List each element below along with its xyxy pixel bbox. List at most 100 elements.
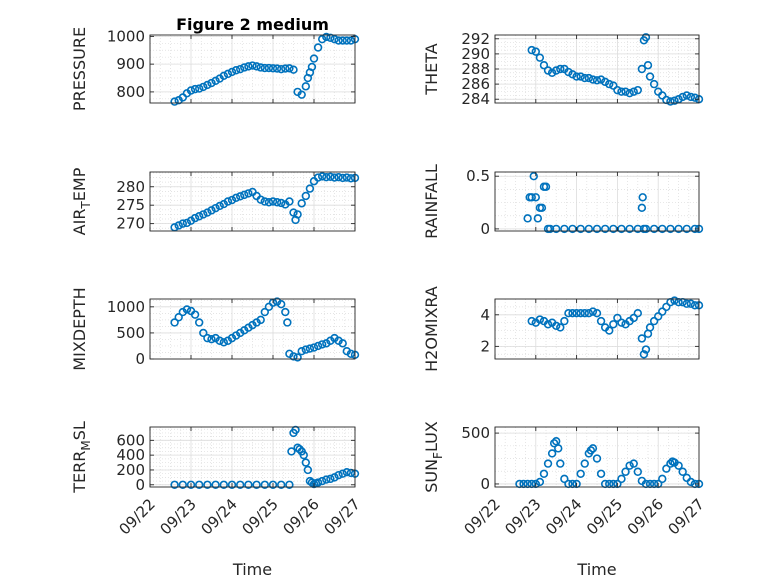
y-axis-label: H2OMIXRA	[422, 286, 441, 372]
y-axis-label-rest: EMP	[70, 167, 89, 201]
data-point	[305, 184, 315, 193]
data-point	[303, 465, 313, 475]
data-point	[682, 91, 691, 100]
data-point	[330, 473, 339, 482]
data-point	[260, 63, 269, 73]
data-point	[186, 86, 196, 95]
x-tick-label: 09/23	[157, 495, 200, 538]
data-point	[629, 459, 638, 468]
x-tick-label: 09/23	[501, 495, 544, 538]
data-point	[313, 341, 323, 351]
data-point	[580, 73, 589, 83]
data-point	[170, 97, 179, 106]
data-point	[535, 315, 545, 324]
data-point	[531, 47, 540, 56]
axes-box	[149, 34, 356, 104]
data-point	[219, 338, 229, 347]
data-point	[564, 309, 573, 318]
data-point	[268, 480, 278, 489]
data-point	[207, 78, 216, 88]
data-point	[584, 224, 594, 234]
data-point	[535, 53, 545, 62]
data-point	[252, 62, 261, 71]
data-point	[662, 302, 671, 312]
data-point	[649, 79, 659, 89]
data-point	[551, 224, 561, 234]
data-point	[281, 307, 290, 317]
data-point	[190, 213, 200, 223]
data-point	[195, 84, 204, 93]
data-point	[203, 80, 212, 90]
data-point	[596, 469, 606, 478]
x-tick-label: 09/25	[239, 495, 282, 538]
data-point	[186, 480, 196, 489]
data-point	[560, 316, 569, 326]
data-point	[592, 454, 602, 463]
plot-area	[495, 172, 699, 231]
y-tick-label: 800	[116, 83, 145, 101]
data-point	[170, 318, 179, 327]
subplot-sun-flux: 0 500 SUNFLUX 09/2209/2309/2409/2509/2609/2…	[422, 421, 708, 579]
data-point	[227, 67, 237, 77]
data-point	[215, 336, 224, 345]
data-point	[572, 309, 581, 318]
data-point	[690, 301, 700, 310]
data-point	[621, 87, 630, 96]
data-point	[539, 61, 549, 70]
data-point	[576, 469, 585, 478]
data-point	[535, 477, 545, 487]
data-point	[592, 309, 602, 318]
data-point	[190, 84, 200, 94]
data-point	[244, 480, 253, 489]
data-point	[190, 310, 200, 319]
data-point	[277, 480, 286, 489]
data-point	[629, 313, 638, 323]
data-point	[592, 224, 602, 234]
data-point	[342, 467, 351, 477]
data-point	[609, 320, 618, 329]
data-point	[277, 64, 286, 74]
data-point	[297, 346, 306, 356]
y-axis-label-subscript: T	[79, 201, 93, 210]
axes-box	[149, 298, 356, 360]
data-point	[346, 349, 356, 358]
data-point	[580, 459, 589, 468]
data-point	[527, 316, 536, 326]
data-point	[564, 67, 573, 77]
data-point	[207, 334, 216, 344]
axes-box	[494, 426, 700, 488]
data-point	[643, 61, 653, 70]
y-axis-label: TERRMSL	[70, 421, 93, 494]
y-tick-label: 290	[461, 45, 490, 63]
y-tick-label: 288	[461, 60, 490, 78]
y-axis-label-rest: LUX	[422, 421, 441, 452]
data-point	[195, 212, 204, 221]
data-point	[639, 350, 649, 359]
y-axis-label: MIXDEPTH	[70, 287, 89, 370]
data-point	[649, 224, 659, 234]
data-point	[301, 458, 310, 467]
y-tick-label: 0	[480, 220, 490, 238]
axes-box	[149, 426, 356, 488]
data-point	[346, 468, 356, 478]
data-point	[334, 36, 343, 45]
data-point	[596, 75, 606, 84]
data-point	[658, 91, 667, 100]
data-point	[260, 197, 269, 206]
x-axis-label: Time	[576, 560, 616, 579]
subplot-h2omixra: 2 4 H2OMIXRA	[422, 286, 704, 372]
data-point	[240, 63, 249, 72]
data-point	[674, 461, 683, 470]
y-tick-label: 270	[116, 215, 145, 233]
data-point	[666, 224, 675, 234]
data-point	[297, 199, 306, 208]
data-point	[547, 68, 557, 77]
data-point	[584, 73, 594, 83]
data-point	[326, 474, 335, 484]
data-point	[576, 72, 585, 81]
data-point	[568, 70, 577, 79]
data-point	[203, 480, 212, 489]
data-point	[629, 87, 638, 96]
